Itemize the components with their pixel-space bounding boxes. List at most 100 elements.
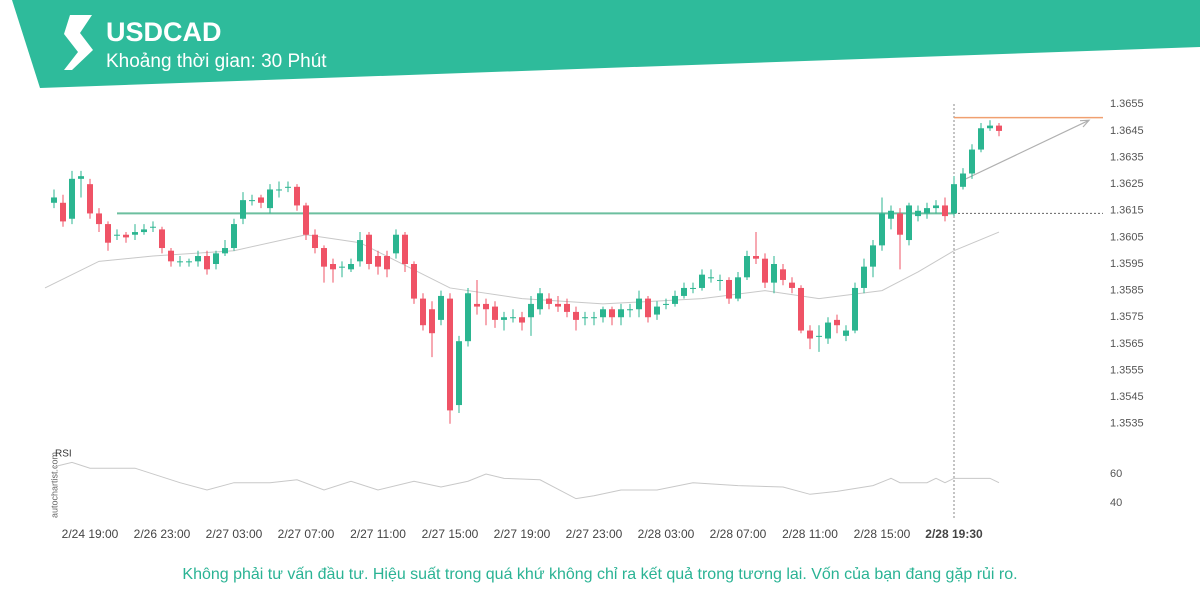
candle-body [285,186,291,188]
candle-body [960,173,966,187]
forecast-arrow [960,119,1090,183]
candle-body [618,309,624,318]
candle-body [159,229,165,249]
y-tick-label: 1.3545 [1110,391,1144,403]
y-tick-label: 1.3615 [1110,205,1144,217]
candle-body [906,205,912,241]
candle-body [600,309,606,318]
candle-body [789,282,795,288]
candle-body [663,303,669,305]
candle-body [726,279,732,299]
x-tick-label: 2/27 03:00 [206,527,263,541]
candle-body [645,298,651,318]
candle-body [510,317,516,319]
candle-body [762,258,768,283]
candle-body [699,274,705,288]
candle-body [672,295,678,304]
candle-body [51,197,57,203]
candle-body [105,224,111,243]
x-tick-label: 2/24 19:00 [62,527,119,541]
candle-body [69,178,75,219]
candle-body [294,186,300,206]
candle-body [186,261,192,263]
candle-body [312,234,318,249]
y-tick-label: 1.3565 [1110,338,1144,350]
candle-body [951,184,957,214]
candle-body [996,125,1002,131]
x-tick-label: 2/27 19:00 [494,527,551,541]
candle-body [582,317,588,319]
candle-body [681,287,687,296]
candle-body [933,205,939,209]
candle-body [843,330,849,336]
candle-body [249,200,255,202]
candle-body [924,208,930,214]
candle-body [654,306,660,315]
candle-body [195,256,201,262]
rsi-tick-label: 60 [1110,468,1122,480]
candle-body [834,319,840,326]
candle-body [987,125,993,129]
candle-body [609,309,615,318]
chart-title: USDCAD [106,17,222,47]
x-tick-label: 2/28 07:00 [710,527,767,541]
x-tick-label: 2/27 15:00 [422,527,479,541]
candle-body [357,240,363,262]
candle-body [222,248,228,254]
candle-body [78,176,84,179]
watermark: autochartist.com [49,452,59,518]
forecast-arrowhead [1079,119,1091,128]
x-tick-label: 2/26 23:00 [134,527,191,541]
y-tick-label: 1.3535 [1110,418,1144,430]
candle-body [879,213,885,246]
y-tick-label: 1.3595 [1110,258,1144,270]
y-tick-label: 1.3585 [1110,285,1144,297]
candle-body [546,298,552,304]
candle-body [555,303,561,307]
candle-body [321,248,327,267]
x-tick-label: 2/28 15:00 [854,527,911,541]
x-tick-label: 2/28 11:00 [782,527,838,541]
candle-body [501,317,507,320]
candle-body [591,317,597,319]
candle-body [96,213,102,225]
candle-body [852,287,858,331]
candle-body [888,210,894,219]
candle-body [168,250,174,262]
y-tick-label: 1.3635 [1110,151,1144,163]
rsi-label: RSI [55,449,72,460]
candle-body [231,224,237,249]
candle-body [780,269,786,280]
candle-body [375,256,381,267]
candle-body [330,264,336,270]
candle-body [141,229,147,233]
candle-body [969,149,975,174]
rsi-line [53,461,1000,500]
candle-body [636,298,642,310]
y-tick-label: 1.3555 [1110,364,1144,376]
candle-body [528,303,534,318]
candle-body [303,205,309,235]
candle-body [492,306,498,320]
candle-body [717,279,723,281]
candle-body [897,213,903,235]
candle-body [870,245,876,267]
candle-body [519,317,525,323]
x-tick-label: 2/28 03:00 [638,527,695,541]
candle-body [465,293,471,342]
y-tick-label: 1.3655 [1110,98,1144,110]
candle-body [240,200,246,219]
y-tick-label: 1.3645 [1110,125,1144,137]
candle-body [429,309,435,334]
x-tick-label: 2/27 23:00 [566,527,623,541]
candle-body [267,189,273,209]
moving-average [44,231,1000,305]
disclaimer: Không phải tư vấn đầu tư. Hiệu suất tron… [182,566,1017,583]
candle-body [150,226,156,228]
candle-body [87,184,93,214]
candle-body [177,261,183,263]
candle-body [339,266,345,268]
candle-body [816,335,822,337]
candle-body [807,330,813,339]
